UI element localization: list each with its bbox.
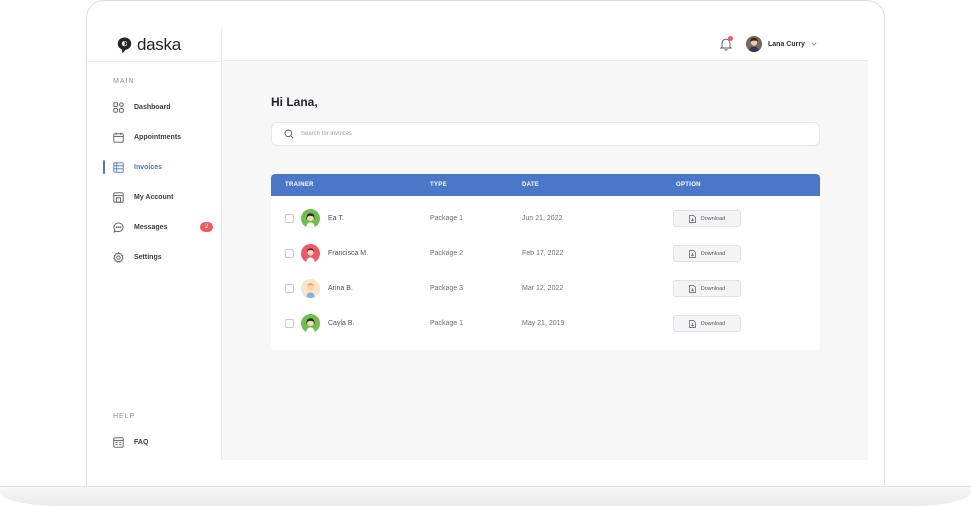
sidebar-item-invoices[interactable]: Invoices [87, 152, 222, 182]
download-label: Download [700, 250, 726, 257]
table-row: Cayla B. Package 1 May 21, 2019 Download [271, 306, 820, 341]
trainer-name: Cayla B. [328, 320, 355, 327]
sidebar: daska MAIN Dashboard [87, 28, 222, 460]
sidebar-item-label: Settings [134, 253, 162, 261]
sidebar-item-settings[interactable]: Settings [87, 242, 222, 272]
sidebar-item-label: Appointments [134, 133, 182, 141]
user-avatar-icon [746, 36, 762, 52]
row-checkbox[interactable] [285, 319, 294, 328]
type-cell: Package 1 [430, 320, 464, 327]
table-body: Ea T. Package 1 Jun 21, 2022 Download [271, 196, 820, 341]
grid-icon [113, 101, 124, 113]
faq-icon [113, 436, 124, 448]
sidebar-item-label: Messages [134, 223, 168, 231]
search-icon [284, 129, 294, 139]
trainer-avatar-icon [306, 283, 315, 298]
table-row: Francisca M. Package 2 Feb 17, 2022 Down… [271, 236, 820, 271]
row-checkbox[interactable] [285, 214, 294, 223]
messages-count-badge: 2 [200, 222, 213, 232]
date-cell: May 21, 2019 [522, 320, 565, 327]
table-row: Arina B. Package 3 Mar 12, 2022 Download [271, 271, 820, 306]
section-label-main: MAIN [113, 78, 135, 85]
column-header-option: OPTION [676, 182, 701, 188]
trainer-name: Arina B. [328, 285, 353, 292]
trainer-name: Ea T. [328, 215, 344, 222]
table-header: TRAINER TYPE DATE OPTION [271, 174, 820, 196]
download-button[interactable]: Download [673, 245, 741, 262]
download-button[interactable]: Download [673, 210, 741, 227]
account-icon [113, 191, 124, 203]
row-checkbox[interactable] [285, 284, 294, 293]
avatar [301, 244, 320, 263]
section-label-help: HELP [113, 413, 136, 420]
brand-name: daska [137, 35, 181, 54]
chevron-down-icon [811, 42, 817, 46]
date-cell: Jun 21, 2022 [522, 215, 563, 222]
sidebar-item-appointments[interactable]: Appointments [87, 122, 222, 152]
trainer-avatar-icon [306, 213, 315, 228]
file-download-icon [688, 284, 696, 293]
page-title: Hi Lana, [271, 95, 318, 109]
laptop-base [0, 486, 971, 506]
download-label: Download [700, 285, 726, 292]
avatar [301, 279, 320, 298]
gear-icon [113, 251, 124, 263]
calendar-icon [113, 132, 124, 143]
trainer-avatar-icon [306, 318, 315, 333]
invoices-table: TRAINER TYPE DATE OPTION [271, 174, 820, 350]
date-cell: Mar 12, 2022 [522, 285, 564, 292]
bell-icon [719, 38, 733, 51]
help-nav: FAQ [87, 427, 222, 457]
date-cell: Feb 17, 2022 [522, 250, 564, 257]
brand-logo[interactable]: daska [117, 35, 181, 55]
sidebar-item-messages[interactable]: Messages 2 [87, 212, 222, 242]
type-cell: Package 2 [430, 250, 464, 257]
notification-dot [728, 36, 733, 41]
app-screen: daska MAIN Dashboard [87, 28, 868, 460]
trainer-avatar-icon [306, 248, 315, 263]
download-label: Download [700, 215, 726, 222]
column-header-type: TYPE [430, 182, 447, 188]
table-row: Ea T. Package 1 Jun 21, 2022 Download [271, 201, 820, 236]
logo-mark-icon [117, 37, 132, 53]
column-header-date: DATE [522, 182, 540, 188]
message-icon [113, 221, 124, 233]
type-cell: Package 1 [430, 215, 464, 222]
sidebar-item-label: Dashboard [134, 103, 171, 111]
sidebar-item-label: My Account [134, 193, 174, 201]
user-menu[interactable]: Lana Curry [746, 36, 817, 52]
download-label: Download [700, 320, 726, 327]
row-checkbox[interactable] [285, 249, 294, 258]
sidebar-item-faq[interactable]: FAQ [87, 427, 222, 457]
sidebar-divider [87, 61, 222, 62]
user-name: Lana Curry [768, 40, 805, 48]
top-bar: Lana Curry [222, 28, 868, 61]
type-cell: Package 3 [430, 285, 464, 292]
file-download-icon [688, 319, 696, 328]
laptop-frame: daska MAIN Dashboard [86, 0, 885, 486]
sidebar-item-dashboard[interactable]: Dashboard [87, 92, 222, 122]
download-button[interactable]: Download [673, 280, 741, 297]
avatar [301, 209, 320, 228]
search-bar [271, 122, 820, 146]
sidebar-item-my-account[interactable]: My Account [87, 182, 222, 212]
sidebar-item-label: FAQ [134, 438, 149, 446]
file-download-icon [688, 214, 696, 223]
search-input[interactable] [301, 131, 781, 137]
file-download-icon [688, 249, 696, 258]
avatar [301, 314, 320, 333]
avatar [746, 36, 762, 52]
download-button[interactable]: Download [673, 315, 741, 332]
invoice-icon [113, 161, 124, 173]
trainer-name: Francisca M. [328, 250, 369, 257]
sidebar-item-label: Invoices [134, 163, 163, 171]
notification-button[interactable] [719, 36, 733, 51]
column-header-trainer: TRAINER [285, 182, 314, 188]
main-nav: Dashboard Appointments [87, 92, 222, 272]
main-content: Lana Curry Hi Lana, TRAINER TYPE [222, 28, 868, 460]
